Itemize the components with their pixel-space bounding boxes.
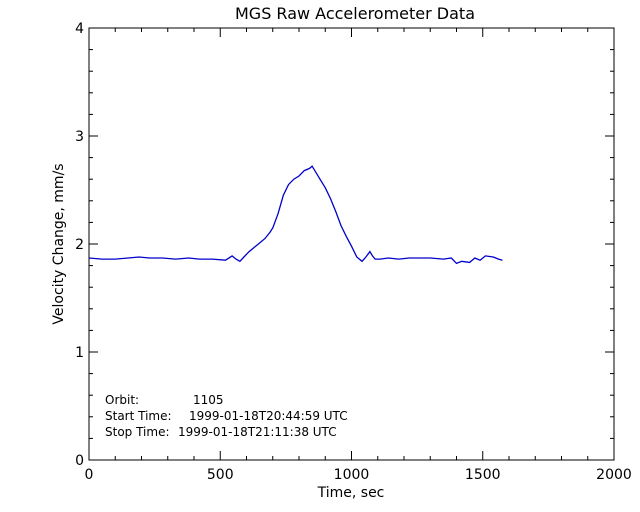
start-time-value: 1999-01-18T20:44:59 UTC [189, 409, 348, 423]
y-tick-label: 2 [75, 237, 84, 253]
y-tick-label: 0 [75, 453, 84, 469]
chart-title: MGS Raw Accelerometer Data [235, 4, 475, 23]
stop-time-label: Stop Time: [105, 425, 170, 439]
x-tick-label: 500 [207, 467, 234, 483]
stop-time-value: 1999-01-18T21:11:38 UTC [178, 425, 337, 439]
plot-frame [88, 27, 615, 461]
y-tick-label: 4 [75, 21, 84, 37]
series-line [88, 165, 503, 265]
x-axis-label: Time, sec [317, 485, 385, 501]
annotation-block: Orbit: 1105 Start Time: 1999-01-18T20:44… [105, 393, 348, 439]
y-tick-label: 1 [75, 345, 84, 361]
axis-tick-labels: 0 500 1000 1500 2000 0 1 2 3 4 [75, 21, 632, 483]
x-tick-label: 2000 [596, 467, 632, 483]
orbit-label: Orbit: [105, 393, 139, 407]
start-time-label: Start Time: [105, 409, 172, 423]
x-tick-label: 1000 [334, 467, 370, 483]
y-axis-label: Velocity Change, mm/s [51, 163, 67, 324]
x-tick-label: 0 [85, 467, 94, 483]
axis-ticks [88, 27, 615, 461]
y-tick-label: 3 [75, 129, 84, 145]
orbit-value: 1105 [193, 393, 224, 407]
x-tick-label: 1500 [465, 467, 501, 483]
